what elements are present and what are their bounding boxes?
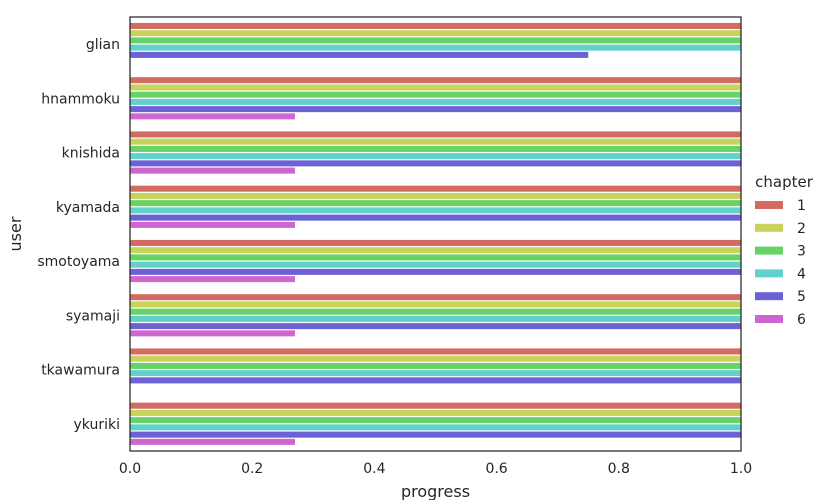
legend-swatch-chapter-4 xyxy=(755,269,783,278)
bar-ykuriki-chapter-6 xyxy=(130,438,295,445)
legend: chapter 1 2 3 4 5 6 xyxy=(755,173,814,328)
bar-syamaji-chapter-2 xyxy=(130,301,741,308)
x-tick-label: 0.2 xyxy=(241,461,263,477)
bar-ykuriki-chapter-3 xyxy=(130,417,741,424)
x-tick-labels: 0.0 0.2 0.4 0.6 0.8 1.0 xyxy=(119,461,752,477)
y-tick-label: hnammoku xyxy=(41,91,120,107)
bar-kyamada-chapter-4 xyxy=(130,207,741,214)
x-tick-label: 0.6 xyxy=(485,461,507,477)
legend-label-chapter-6: 6 xyxy=(797,312,806,328)
bar-syamaji-chapter-3 xyxy=(130,308,741,315)
y-tick-label: kyamada xyxy=(56,200,120,216)
bar-smotoyama-chapter-1 xyxy=(130,239,741,246)
x-tick-label: 0.8 xyxy=(608,461,630,477)
bar-tkawamura-chapter-3 xyxy=(130,362,741,369)
bar-smotoyama-chapter-6 xyxy=(130,276,295,283)
bar-glian-chapter-5 xyxy=(130,51,589,58)
bar-hnammoku-chapter-4 xyxy=(130,98,741,105)
x-tick-label: 0.0 xyxy=(119,461,141,477)
bar-kyamada-chapter-2 xyxy=(130,192,741,199)
y-tick-label: knishida xyxy=(62,146,120,162)
bar-smotoyama-chapter-5 xyxy=(130,268,741,275)
y-tick-label: smotoyama xyxy=(37,254,120,270)
bars-group xyxy=(130,22,741,445)
bar-kyamada-chapter-6 xyxy=(130,221,295,228)
bar-glian-chapter-1 xyxy=(130,22,741,29)
bar-syamaji-chapter-6 xyxy=(130,330,295,337)
bar-ykuriki-chapter-1 xyxy=(130,402,741,409)
bar-hnammoku-chapter-5 xyxy=(130,106,741,113)
bar-knishida-chapter-3 xyxy=(130,145,741,152)
bar-kyamada-chapter-3 xyxy=(130,200,741,207)
y-tick-label: ykuriki xyxy=(74,417,120,433)
bar-smotoyama-chapter-4 xyxy=(130,261,741,268)
bar-ykuriki-chapter-2 xyxy=(130,409,741,416)
bar-hnammoku-chapter-1 xyxy=(130,77,741,84)
bar-glian-chapter-3 xyxy=(130,37,741,44)
bar-smotoyama-chapter-2 xyxy=(130,247,741,254)
legend-swatch-chapter-2 xyxy=(755,223,783,232)
legend-label-chapter-5: 5 xyxy=(797,289,806,305)
bar-glian-chapter-2 xyxy=(130,30,741,37)
bar-hnammoku-chapter-3 xyxy=(130,91,741,98)
legend-label-chapter-3: 3 xyxy=(797,244,806,260)
bar-hnammoku-chapter-2 xyxy=(130,84,741,91)
bar-tkawamura-chapter-1 xyxy=(130,348,741,355)
bar-knishida-chapter-2 xyxy=(130,138,741,145)
x-axis-label: progress xyxy=(401,482,470,500)
y-tick-label: syamaji xyxy=(66,308,120,324)
bar-hnammoku-chapter-6 xyxy=(130,113,295,120)
bar-glian-chapter-4 xyxy=(130,44,741,51)
y-tick-labels: glian hnammoku knishida kyamada smotoyama sya… xyxy=(37,37,120,433)
legend-swatch-chapter-6 xyxy=(755,315,783,323)
legend-label-chapter-1: 1 xyxy=(797,198,806,214)
y-tick-label: tkawamura xyxy=(41,363,120,379)
legend-swatch-chapter-5 xyxy=(755,292,783,301)
legend-swatch-chapter-3 xyxy=(755,246,783,255)
bar-syamaji-chapter-5 xyxy=(130,323,741,330)
bar-knishida-chapter-1 xyxy=(130,131,741,138)
bar-tkawamura-chapter-5 xyxy=(130,377,741,384)
bar-syamaji-chapter-1 xyxy=(130,294,741,301)
legend-label-chapter-4: 4 xyxy=(797,266,806,282)
legend-swatch-chapter-1 xyxy=(755,201,783,209)
bar-smotoyama-chapter-3 xyxy=(130,254,741,261)
y-axis-label: user xyxy=(6,216,25,251)
bar-knishida-chapter-5 xyxy=(130,160,741,167)
bar-knishida-chapter-6 xyxy=(130,167,295,174)
bar-tkawamura-chapter-4 xyxy=(130,370,741,377)
bar-knishida-chapter-4 xyxy=(130,153,741,160)
legend-title: chapter xyxy=(755,173,814,191)
bar-kyamada-chapter-1 xyxy=(130,185,741,192)
legend-label-chapter-2: 2 xyxy=(797,221,806,237)
bar-ykuriki-chapter-5 xyxy=(130,431,741,438)
y-tick-label: glian xyxy=(86,37,120,53)
plot-frame xyxy=(129,16,742,452)
bar-syamaji-chapter-4 xyxy=(130,315,741,322)
bar-kyamada-chapter-5 xyxy=(130,214,741,221)
x-tick-label: 1.0 xyxy=(730,461,752,477)
bar-ykuriki-chapter-4 xyxy=(130,424,741,431)
bar-tkawamura-chapter-2 xyxy=(130,355,741,362)
x-tick-label: 0.4 xyxy=(363,461,385,477)
